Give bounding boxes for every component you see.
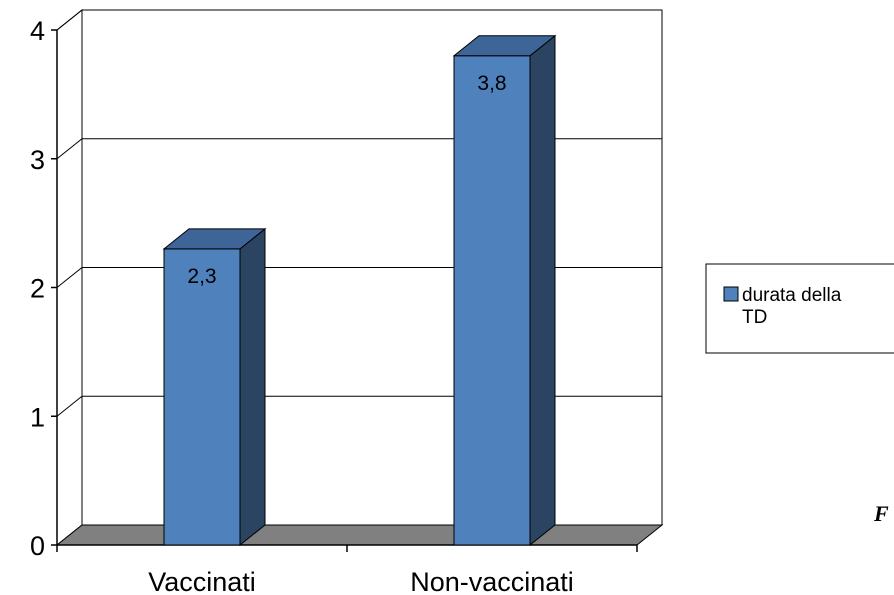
bar-top	[162, 228, 267, 250]
axes	[51, 29, 638, 552]
bars	[162, 34, 557, 547]
data-label: 3,8	[477, 72, 506, 95]
legend-label: TD	[742, 307, 767, 328]
y-tick-label: 2	[30, 274, 45, 304]
bar	[162, 227, 267, 547]
x-category-label: Vaccinati	[148, 567, 256, 595]
bar-side	[529, 34, 556, 547]
y-tick-label: 0	[30, 531, 45, 561]
data-label: 2,3	[187, 265, 216, 288]
truncated-caption-text: F	[873, 501, 889, 526]
chart-floor	[55, 524, 664, 546]
bar-top	[452, 35, 557, 57]
legend-swatch	[723, 286, 739, 302]
floor-plane	[55, 524, 664, 546]
bar-side	[239, 227, 266, 547]
category-labels: Vaccinati Non-vaccinati	[148, 567, 574, 595]
legend-box	[705, 263, 894, 354]
chart-walls	[56, 8, 663, 547]
gridline	[56, 9, 662, 31]
y-tick-label: 1	[30, 402, 45, 432]
legend-label: durata della	[742, 285, 842, 306]
y-tick-label: 3	[30, 145, 45, 175]
y-tick-label: 4	[30, 16, 45, 46]
data-labels: 2,3 3,8	[187, 72, 506, 288]
bar-front	[453, 55, 531, 546]
bar	[452, 34, 557, 547]
y-tick-labels: 0 1 2 3 4	[30, 16, 45, 561]
bar-front	[163, 248, 241, 546]
x-category-label: Non-vaccinati	[410, 567, 574, 595]
